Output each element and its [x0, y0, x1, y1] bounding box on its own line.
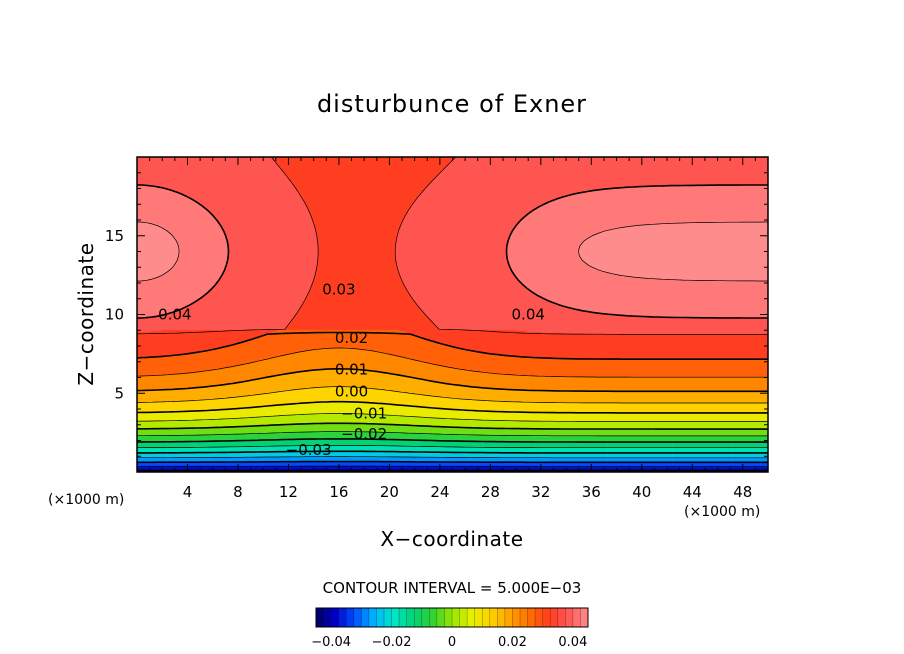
x-tick-label: 32	[531, 483, 550, 501]
contour-label: 0.00	[335, 383, 368, 401]
plot-area: 0.04 0.03 0.04 0.02 0.01 0.00 −0.01 −0.02 −0.03	[137, 157, 768, 472]
colorbar-swatches	[315, 608, 589, 627]
colorbar-tick-label: 0.04	[558, 635, 587, 650]
contour-label: −0.02	[341, 425, 387, 443]
contour-line	[137, 331, 768, 360]
y-tick-label: 5	[114, 384, 124, 402]
colorbar-swatch	[467, 608, 475, 627]
x-tick-label: 20	[380, 483, 399, 501]
colorbar-swatch	[353, 608, 362, 627]
x-axis-unit: (×1000 m)	[684, 504, 760, 520]
x-tick-label: 40	[632, 483, 651, 501]
colorbar-swatch	[504, 608, 513, 627]
colorbar-swatch	[338, 608, 347, 627]
colorbar-swatch	[323, 608, 332, 627]
colorbar-swatch	[535, 608, 543, 627]
y-axis-label: Z−coordinate	[74, 242, 98, 385]
contour-label: 0.04	[512, 306, 545, 324]
x-tick-label: 4	[183, 483, 193, 501]
contour-line	[137, 456, 768, 459]
colorbar-swatch	[550, 608, 559, 627]
x-axis-label: X−coordinate	[380, 527, 523, 551]
colorbar-swatch	[580, 608, 589, 627]
colorbar-tick-label: −0.02	[372, 635, 412, 650]
contour-interval-text: CONTOUR INTERVAL = 5.000E−03	[323, 579, 582, 597]
colorbar-swatch	[414, 608, 423, 627]
contour-line	[137, 386, 768, 404]
x-tick-label: 16	[329, 483, 348, 501]
colorbar-swatch	[391, 608, 400, 627]
colorbar-swatch	[565, 608, 574, 627]
contour-label: −0.01	[341, 405, 387, 423]
contour-lines	[137, 157, 768, 472]
contour-line	[137, 413, 768, 422]
colorbar-swatch	[384, 608, 392, 627]
colorbar-frame	[315, 607, 589, 628]
colorbar-swatch	[429, 608, 438, 627]
colorbar: −0.04 −0.02 0 0.02 0.04	[311, 607, 589, 650]
colorbar-swatch	[520, 608, 528, 627]
colorbar-ticks: −0.04 −0.02 0 0.02 0.04	[311, 635, 587, 650]
colorbar-swatch	[346, 608, 355, 627]
colorbar-swatch	[399, 608, 407, 627]
colorbar-swatch	[452, 608, 460, 627]
x-tick-label: 28	[481, 483, 500, 501]
colorbar-swatch	[512, 608, 521, 627]
colorbar-tick-label: 0.02	[498, 635, 527, 650]
contour-label: 0.03	[322, 280, 355, 298]
y-tick-label: 10	[105, 306, 124, 324]
colorbar-swatch	[444, 608, 453, 627]
colorbar-swatch	[474, 608, 483, 627]
colorbar-swatch	[331, 608, 339, 627]
colorbar-swatch	[572, 608, 581, 627]
colorbar-swatch	[368, 608, 377, 627]
contour-line	[137, 438, 768, 443]
colorbar-swatch	[482, 608, 491, 627]
y-axis-ticks: 5 10 15	[105, 172, 768, 457]
contour-line	[137, 460, 768, 464]
contour-line	[137, 347, 768, 378]
y-axis-unit: (×1000 m)	[48, 492, 124, 508]
contour-label: 0.04	[158, 306, 191, 324]
contour-label: 0.01	[335, 361, 368, 379]
colorbar-tick-label: 0	[448, 635, 456, 650]
colorbar-swatch	[459, 608, 468, 627]
colorbar-swatch	[421, 608, 430, 627]
colorbar-swatch	[316, 608, 324, 627]
colorbar-swatch	[557, 608, 566, 627]
contour-label: −0.03	[286, 441, 332, 459]
x-tick-label: 48	[733, 483, 752, 501]
contour-label: 0.02	[335, 329, 368, 347]
contour-line	[137, 400, 768, 414]
contour-line	[137, 431, 768, 437]
contour-labels: 0.04 0.03 0.04 0.02 0.01 0.00 −0.01 −0.02 −0.03	[158, 280, 545, 459]
colorbar-swatch	[376, 608, 385, 627]
contour-line	[137, 368, 768, 393]
colorbar-swatch	[497, 608, 506, 627]
colorbar-swatch	[489, 608, 498, 627]
contour-line	[137, 221, 768, 282]
colorbar-tick-label: −0.04	[311, 635, 351, 650]
colorbar-swatch	[527, 608, 536, 627]
chart-title: disturbunce of Exner	[317, 90, 587, 118]
contour-line	[137, 184, 768, 319]
x-axis-ticks: 4 8 12 16 20 24 28 32 36 40 44 48	[149, 157, 756, 501]
contour-line	[137, 450, 768, 454]
contour-fill	[137, 157, 768, 472]
contour-line	[137, 157, 768, 335]
contour-line	[137, 422, 768, 430]
y-tick-label: 15	[105, 227, 124, 245]
x-tick-label: 44	[683, 483, 702, 501]
colorbar-swatch	[406, 608, 415, 627]
colorbar-swatch	[542, 608, 551, 627]
colorbar-swatch	[436, 608, 445, 627]
x-tick-label: 36	[582, 483, 601, 501]
x-tick-label: 8	[233, 483, 243, 501]
colorbar-swatch	[361, 608, 370, 627]
x-tick-label: 24	[430, 483, 449, 501]
x-tick-label: 12	[279, 483, 298, 501]
contour-line	[137, 445, 768, 449]
